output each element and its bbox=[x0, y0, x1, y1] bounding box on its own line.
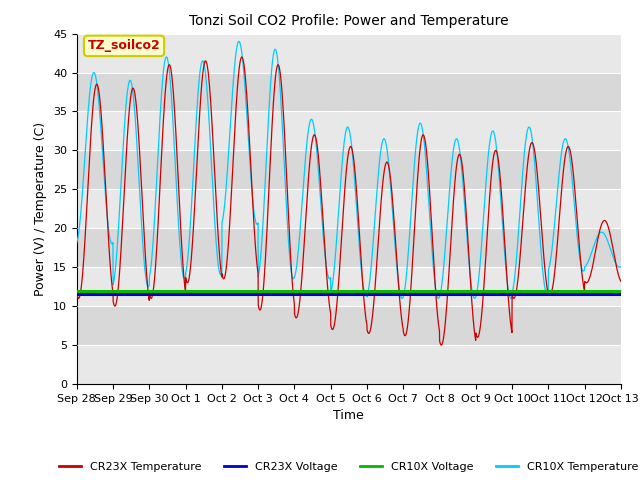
Bar bbox=[77, 189, 621, 228]
Text: TZ_soilco2: TZ_soilco2 bbox=[88, 39, 161, 52]
Bar bbox=[77, 111, 621, 150]
Bar bbox=[77, 267, 621, 306]
Legend: CR23X Temperature, CR23X Voltage, CR10X Voltage, CR10X Temperature: CR23X Temperature, CR23X Voltage, CR10X … bbox=[55, 457, 640, 477]
Bar bbox=[77, 72, 621, 111]
Title: Tonzi Soil CO2 Profile: Power and Temperature: Tonzi Soil CO2 Profile: Power and Temper… bbox=[189, 14, 509, 28]
Bar bbox=[77, 150, 621, 189]
Bar bbox=[77, 306, 621, 345]
Bar bbox=[77, 345, 621, 384]
Y-axis label: Power (V) / Temperature (C): Power (V) / Temperature (C) bbox=[35, 122, 47, 296]
X-axis label: Time: Time bbox=[333, 409, 364, 422]
Bar bbox=[77, 228, 621, 267]
Bar bbox=[77, 34, 621, 72]
